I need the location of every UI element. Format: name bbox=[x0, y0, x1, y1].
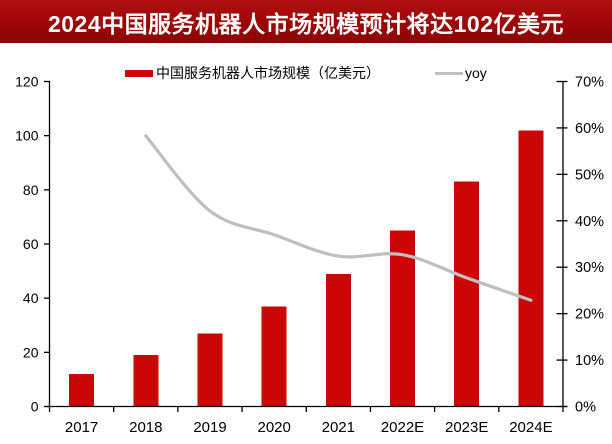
x-category-label: 2018 bbox=[129, 419, 162, 436]
line-series-swatch-icon bbox=[435, 71, 463, 75]
x-category-label: 2021 bbox=[322, 419, 355, 436]
bar-2020 bbox=[261, 306, 287, 407]
right-tick-label: 70% bbox=[575, 75, 604, 91]
right-tick-label: 0% bbox=[575, 400, 596, 416]
legend-item-yoy: yoy bbox=[435, 63, 487, 83]
right-tick-label: 60% bbox=[575, 121, 604, 137]
yoy-line bbox=[144, 134, 533, 302]
left-tick-label: 120 bbox=[15, 74, 39, 90]
left-tick-label: 40 bbox=[23, 290, 39, 306]
chart-title: 2024中国服务机器人市场规模预计将达102亿美元 bbox=[47, 10, 565, 37]
x-category-label: 2023E bbox=[445, 419, 488, 436]
bar-2018 bbox=[133, 355, 159, 407]
x-category-label: 2024E bbox=[509, 419, 552, 436]
right-tick-label: 30% bbox=[575, 260, 604, 276]
bar-2017 bbox=[69, 374, 95, 407]
title-banner: 2024中国服务机器人市场规模预计将达102亿美元 bbox=[0, 0, 612, 43]
right-tick-label: 50% bbox=[575, 167, 604, 183]
left-tick-label: 60 bbox=[23, 236, 39, 252]
bar-2021 bbox=[325, 273, 351, 407]
left-tick-label: 100 bbox=[15, 128, 39, 144]
right-tick-label: 10% bbox=[575, 353, 604, 369]
right-tick-label: 40% bbox=[575, 214, 604, 230]
x-category-label: 2017 bbox=[65, 419, 98, 436]
bar-2024E bbox=[518, 130, 544, 407]
x-category-label: 2022E bbox=[381, 419, 424, 436]
legend-label-yoy: yoy bbox=[465, 65, 487, 81]
right-tick-label: 20% bbox=[575, 307, 604, 323]
left-tick-label: 0 bbox=[31, 399, 39, 415]
legend-item-market-size: 中国服务机器人市场规模（亿美元） bbox=[125, 63, 380, 83]
bar-2019 bbox=[197, 333, 223, 407]
bar-2023E bbox=[454, 181, 480, 407]
left-tick-label: 80 bbox=[23, 182, 39, 198]
bar-2022E bbox=[390, 230, 415, 407]
x-category-label: 2020 bbox=[258, 419, 291, 436]
left-tick-label: 20 bbox=[23, 344, 39, 360]
legend-label-market-size: 中国服务机器人市场规模（亿美元） bbox=[156, 65, 380, 81]
x-category-label: 2019 bbox=[193, 419, 226, 436]
bar-series-swatch-icon bbox=[125, 69, 153, 77]
